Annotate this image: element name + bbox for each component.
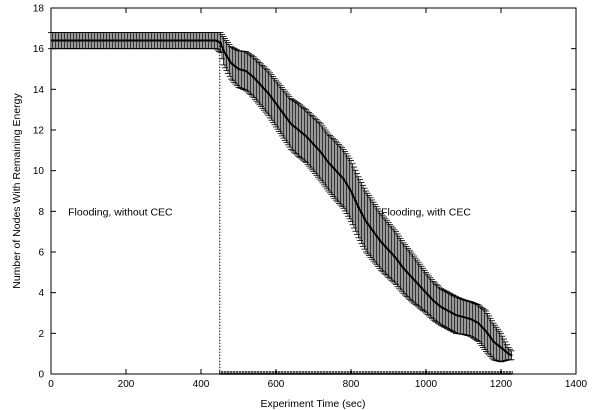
series-line (51, 39, 513, 357)
annotations: Flooding, without CEC Flooding, with CEC (68, 206, 471, 218)
y-tick-label: 4 (38, 288, 44, 299)
y-tick-label: 8 (38, 207, 44, 218)
y-axis-title: Number of Nodes With Remaining Energy (11, 93, 23, 289)
error-bars (48, 32, 515, 363)
plot-frame (50, 7, 577, 375)
y-tick-label: 16 (33, 44, 45, 55)
y-tick-label: 12 (33, 126, 45, 137)
y-tick-label: 18 (33, 4, 45, 15)
y-tick-label: 14 (33, 85, 45, 96)
x-axis-title: Experiment Time (sec) (260, 398, 365, 410)
x-tick-label: 1400 (565, 379, 588, 390)
y-tick-label: 10 (33, 166, 45, 177)
axis-ticks (50, 7, 577, 375)
x-tick-label: 0 (48, 379, 54, 390)
x-tick-label: 1000 (415, 379, 438, 390)
x-tick-label: 400 (193, 379, 210, 390)
x-tick-label: 800 (343, 379, 360, 390)
annotation-label: Flooding, without CEC (68, 206, 173, 218)
axis-tick-labels: 0 200 400 600 800 1000 1200 1400 0 2 4 6 8 10 12 14 16 18 (33, 4, 588, 391)
x-tick-label: 600 (268, 379, 285, 390)
y-tick-label: 0 (38, 370, 44, 381)
y-tick-label: 6 (38, 248, 44, 259)
x-tick-label: 1200 (490, 379, 513, 390)
zero-line-markers (219, 371, 513, 375)
y-tick-label: 2 (38, 329, 44, 340)
annotation-label: Flooding, with CEC (381, 206, 471, 218)
x-tick-label: 200 (118, 379, 135, 390)
